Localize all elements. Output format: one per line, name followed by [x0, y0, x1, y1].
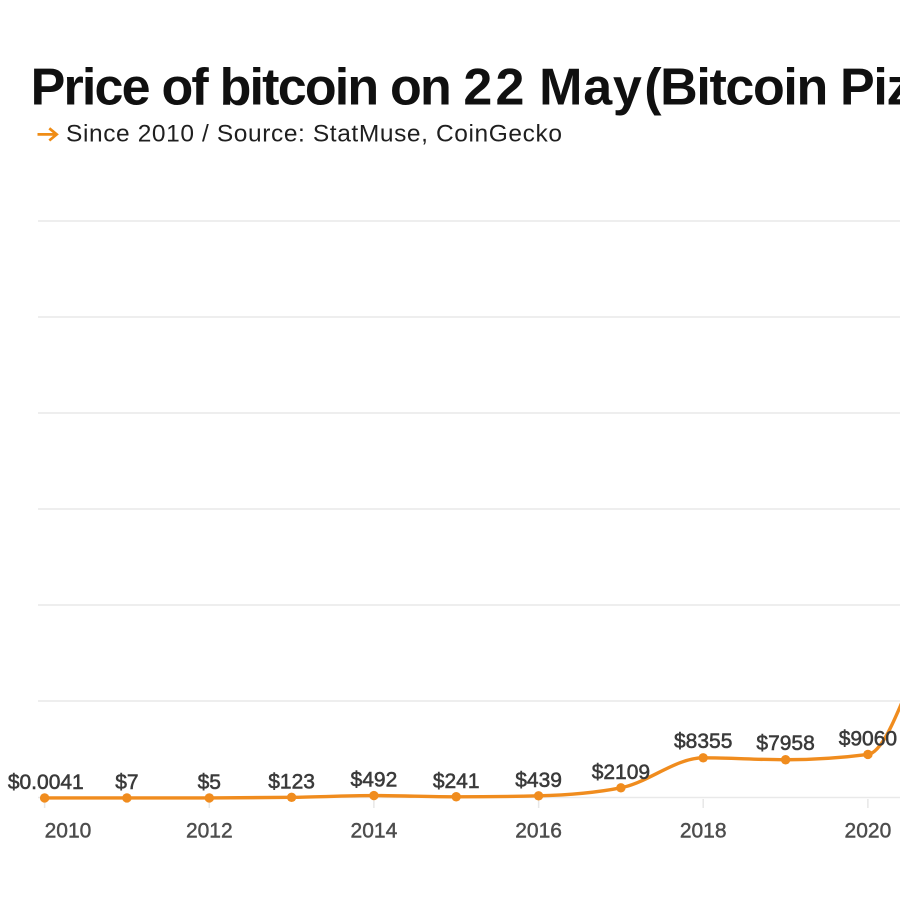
svg-text:(Bitcoin Pizza Day): (Bitcoin Pizza Day)	[644, 59, 900, 117]
svg-text:$492: $492	[351, 769, 398, 792]
svg-text:2016: 2016	[515, 820, 562, 843]
svg-text:2020: 2020	[845, 820, 892, 843]
svg-text:$123: $123	[268, 770, 315, 793]
svg-text:2010: 2010	[45, 820, 92, 843]
svg-text:$7: $7	[115, 771, 138, 794]
svg-text:$439: $439	[515, 769, 562, 792]
svg-text:22: 22	[463, 59, 527, 117]
svg-text:$2109: $2109	[592, 761, 650, 784]
svg-text:$9060: $9060	[839, 728, 897, 751]
svg-text:2012: 2012	[186, 820, 233, 843]
svg-text:$0.0041: $0.0041	[8, 771, 84, 794]
svg-text:$241: $241	[433, 770, 480, 793]
svg-text:2014: 2014	[351, 820, 398, 843]
svg-text:Since 2010 / Source: StatMuse,: Since 2010 / Source: StatMuse, CoinGecko	[66, 121, 563, 148]
svg-text:May: May	[539, 59, 643, 117]
svg-text:$7958: $7958	[756, 732, 814, 755]
svg-text:$8355: $8355	[674, 730, 732, 753]
svg-text:$5: $5	[198, 771, 221, 794]
svg-text:Price of bitcoin on: Price of bitcoin on	[31, 59, 450, 117]
svg-text:2018: 2018	[680, 820, 727, 843]
